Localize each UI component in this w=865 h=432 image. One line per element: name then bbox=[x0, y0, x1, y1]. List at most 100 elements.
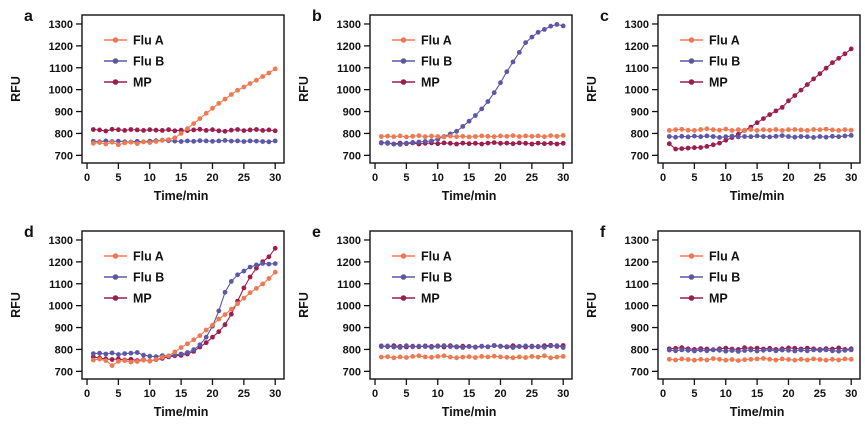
series-flu-a-point bbox=[460, 354, 466, 360]
series-flu-b-point bbox=[247, 138, 253, 144]
series-flu-a-point bbox=[717, 127, 722, 133]
y-tick-label: 900 bbox=[631, 323, 649, 335]
series-flu-a-point bbox=[554, 133, 560, 139]
series-flu-b-point bbox=[748, 347, 754, 353]
series-flu-a-point bbox=[498, 133, 503, 139]
series-mp bbox=[90, 126, 278, 134]
series-flu-a-point bbox=[848, 127, 854, 133]
series-mp-point bbox=[692, 145, 697, 151]
x-tick-label: 25 bbox=[526, 172, 538, 184]
series-flu-b-point bbox=[717, 135, 722, 140]
series-flu-a-point bbox=[830, 356, 835, 362]
series-flu-b-point bbox=[454, 344, 459, 350]
series-flu-a-point bbox=[754, 356, 760, 362]
x-tick-label: 20 bbox=[782, 388, 794, 400]
series-flu-a bbox=[90, 269, 278, 368]
series-mp-point bbox=[241, 128, 247, 134]
series-flu-a-point bbox=[529, 354, 535, 359]
series-mp-point bbox=[842, 51, 848, 57]
series-flu-a-point bbox=[767, 356, 773, 362]
series-flu-a-point bbox=[516, 134, 522, 139]
series-flu-a-point bbox=[147, 140, 153, 146]
y-axis-label: RFU bbox=[585, 292, 599, 318]
series-flu-a-point bbox=[723, 126, 729, 132]
legend-label-flu-a: Flu A bbox=[133, 34, 164, 48]
series-flu-b-point bbox=[823, 347, 829, 353]
legend-label-flu-a: Flu A bbox=[133, 250, 164, 264]
panel-letter-d: d bbox=[24, 224, 34, 241]
series-flu-a-point bbox=[159, 138, 165, 143]
series-flu-a-point bbox=[704, 357, 710, 363]
y-tick-label: 1100 bbox=[625, 63, 649, 75]
series-mp-point bbox=[754, 120, 760, 126]
series-flu-a-point bbox=[842, 127, 848, 133]
x-tick-label: 30 bbox=[845, 388, 857, 400]
series-flu-b-point bbox=[698, 347, 704, 353]
series-flu-a-point bbox=[266, 276, 272, 281]
series-mp-point bbox=[723, 137, 729, 143]
legend-label-flu-a: Flu A bbox=[709, 250, 740, 264]
series-mp-point bbox=[266, 254, 272, 260]
series-mp-point bbox=[504, 140, 510, 146]
series-flu-b-point bbox=[798, 134, 804, 139]
legend-label-flu-b: Flu B bbox=[133, 55, 164, 69]
series-flu-a-point bbox=[535, 354, 541, 360]
series-flu-a-point bbox=[116, 358, 121, 364]
legend-label-flu-a: Flu A bbox=[421, 34, 452, 48]
legend-label-flu-b: Flu B bbox=[421, 55, 452, 69]
series-mp-point bbox=[479, 141, 485, 147]
series-flu-a-point bbox=[767, 127, 773, 133]
y-tick-label: 1300 bbox=[337, 19, 361, 31]
y-tick-label: 800 bbox=[631, 344, 649, 356]
series-mp-point bbox=[128, 127, 134, 132]
series-flu-b bbox=[90, 261, 278, 360]
series-flu-a-point bbox=[260, 281, 266, 287]
y-tick-label: 1000 bbox=[625, 85, 649, 97]
y-tick-label: 1100 bbox=[49, 63, 73, 75]
series-flu-b-point bbox=[542, 344, 547, 350]
plot-frame bbox=[81, 230, 285, 380]
series-flu-a-point bbox=[698, 127, 704, 132]
y-tick-label: 1300 bbox=[625, 19, 649, 31]
series-flu-b-point bbox=[116, 138, 121, 144]
series-flu-a-point bbox=[510, 133, 516, 139]
legend-label-mp: MP bbox=[133, 292, 152, 306]
series-flu-b-point bbox=[673, 134, 678, 140]
series-flu-a-point bbox=[673, 357, 678, 363]
series-flu-a-point bbox=[748, 356, 754, 362]
series-mp-point bbox=[247, 127, 253, 133]
series-mp-point bbox=[666, 141, 672, 147]
y-tick-label: 800 bbox=[631, 128, 649, 140]
series-flu-a-point bbox=[109, 139, 115, 145]
series-flu-b-point bbox=[210, 138, 215, 144]
y-tick-label: 1100 bbox=[337, 63, 361, 75]
series-mp-point bbox=[454, 141, 459, 147]
series-flu-b-point bbox=[272, 261, 278, 266]
plot-frame bbox=[657, 230, 861, 380]
series-flu-a-point bbox=[429, 133, 434, 139]
series-flu-a-point bbox=[97, 356, 102, 362]
x-tick-label: 20 bbox=[206, 388, 218, 400]
series-flu-a-point bbox=[666, 356, 672, 362]
series-flu-a-point bbox=[222, 312, 228, 317]
series-flu-a-point bbox=[90, 140, 96, 146]
y-tick-label: 700 bbox=[55, 366, 73, 378]
x-tick-label: 15 bbox=[463, 388, 475, 400]
series-flu-a-point bbox=[811, 356, 816, 362]
series-flu-a-point bbox=[735, 127, 741, 133]
series-flu-b-point bbox=[666, 347, 672, 353]
legend-marker-dot-flu-b bbox=[112, 274, 119, 280]
series-mp-point bbox=[166, 127, 172, 133]
series-flu-b-point bbox=[773, 133, 779, 139]
series-flu-b-point bbox=[378, 140, 384, 146]
series-flu-b-point bbox=[786, 347, 791, 353]
series-flu-a-point bbox=[786, 127, 791, 133]
series-mp-point bbox=[122, 127, 128, 133]
series-flu-a-point bbox=[153, 357, 159, 362]
series-mp-point bbox=[466, 141, 472, 147]
x-axis-label: Time/min bbox=[442, 189, 497, 203]
series-flu-b-point bbox=[698, 134, 704, 140]
series-flu-a-point bbox=[122, 140, 128, 146]
y-tick-label: 900 bbox=[631, 107, 649, 119]
series-flu-a-point bbox=[792, 357, 798, 363]
